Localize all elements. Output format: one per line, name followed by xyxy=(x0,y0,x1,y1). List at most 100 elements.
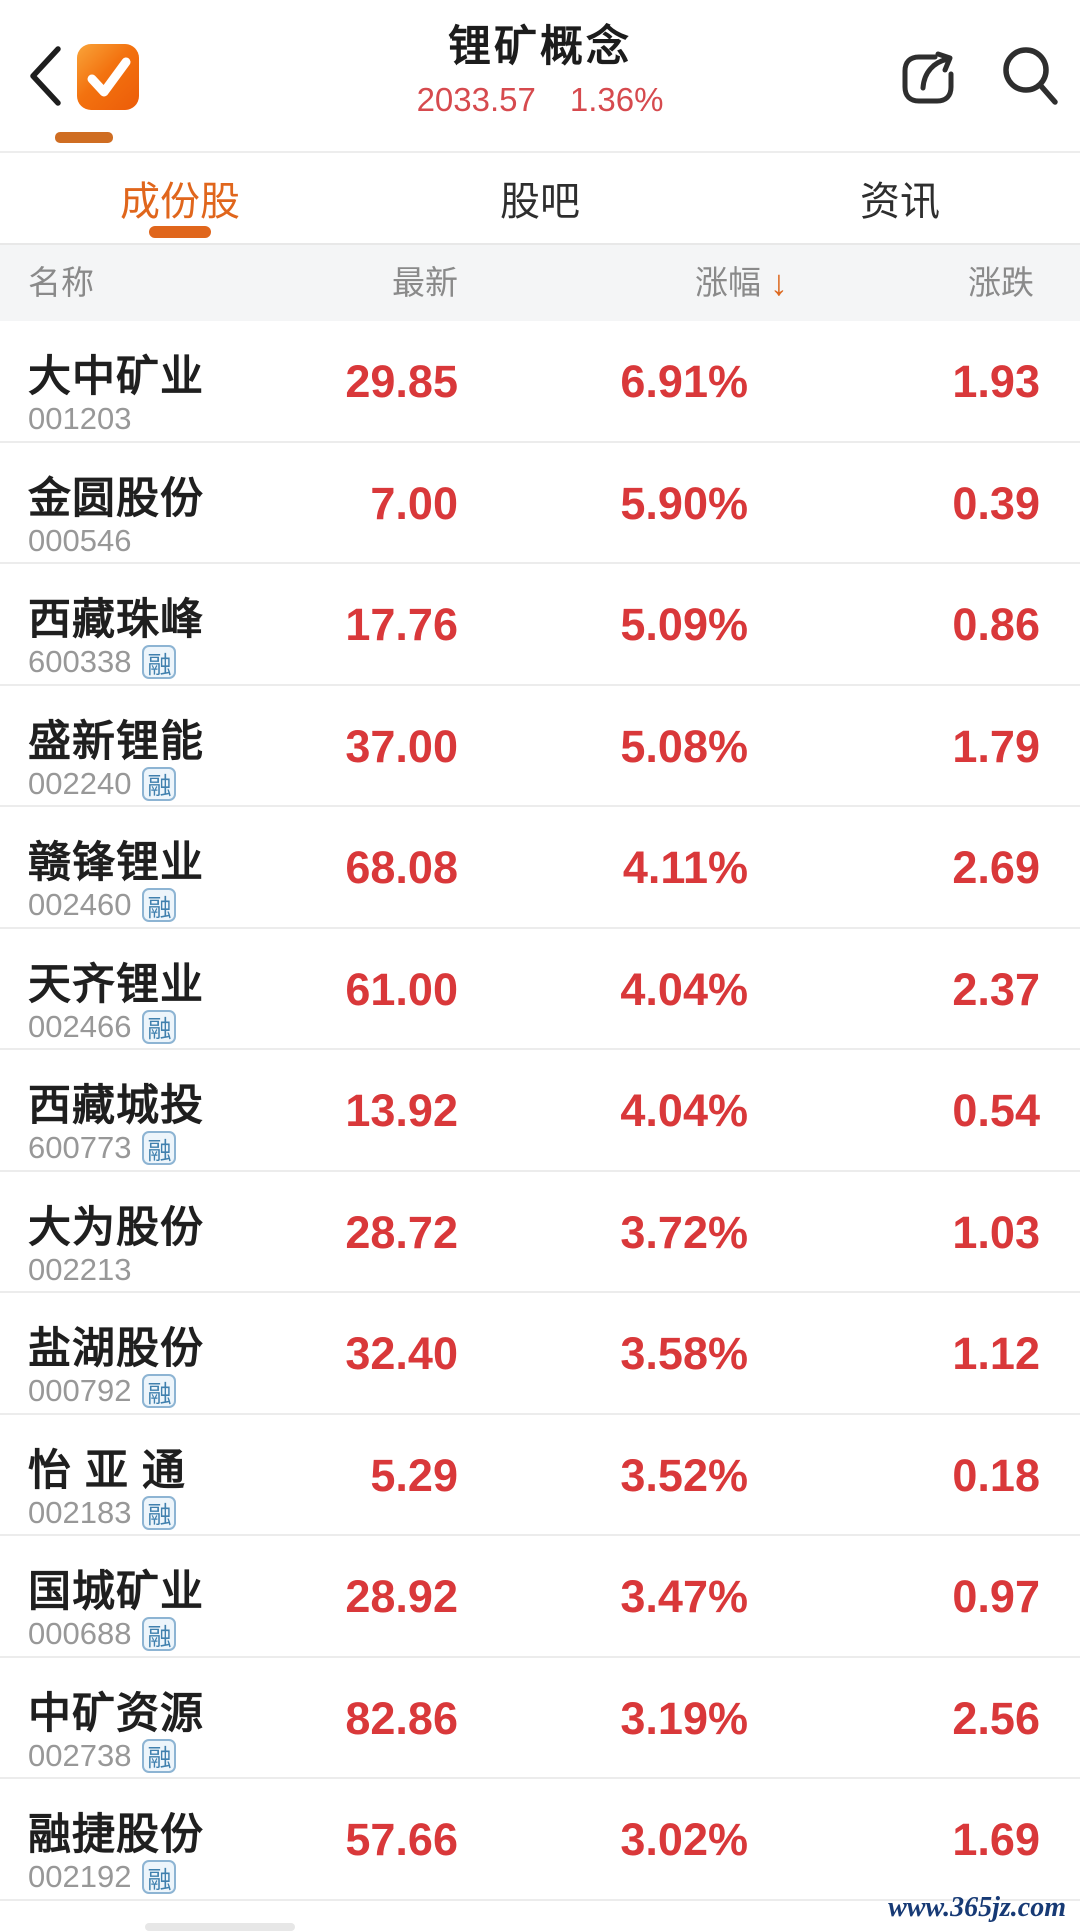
stock-list: 大中矿业 001203 29.85 6.91% 1.93 金圆股份 000546… xyxy=(0,321,1080,1901)
tab-label: 成份股 xyxy=(120,180,240,224)
margin-badge: 融 xyxy=(142,1495,177,1530)
active-tab-indicator xyxy=(149,226,211,238)
table-row[interactable]: 盛新锂能 002240 融 37.00 5.08% 1.79 xyxy=(0,685,1080,807)
margin-badge: 融 xyxy=(142,1009,177,1044)
stock-change-percent: 3.19% xyxy=(620,1692,748,1744)
table-row[interactable]: 盐湖股份 000792 融 32.40 3.58% 1.12 xyxy=(0,1293,1080,1415)
page-title: 锂矿概念 xyxy=(448,23,632,71)
search-button[interactable] xyxy=(998,42,1060,110)
stock-latest-price: 7.00 xyxy=(370,477,458,529)
table-row[interactable]: 天齐锂业 002466 融 61.00 4.04% 2.37 xyxy=(0,928,1080,1050)
table-row[interactable]: 大中矿业 001203 29.85 6.91% 1.93 xyxy=(0,321,1080,443)
table-row[interactable]: 西藏珠峰 600338 融 17.76 5.09% 0.86 xyxy=(0,564,1080,686)
index-summary: 2033.57 1.36% xyxy=(0,81,1080,119)
stock-name: 金圆股份 xyxy=(28,474,204,523)
tab-label: 资讯 xyxy=(860,180,940,224)
column-header-change-percent-sort[interactable]: 涨幅 ↓ xyxy=(695,245,788,321)
stock-change: 0.39 xyxy=(952,477,1040,529)
stock-code: 002466 xyxy=(28,1008,132,1044)
table-row[interactable]: 中矿资源 002738 融 82.86 3.19% 2.56 xyxy=(0,1657,1080,1779)
index-value: 2033.57 xyxy=(416,81,536,118)
stock-code-line: 002192 融 xyxy=(28,1859,177,1895)
stock-change-percent: 6.91% xyxy=(620,356,748,407)
margin-badge: 融 xyxy=(142,1617,177,1651)
margin-badge: 融 xyxy=(142,1860,177,1894)
stock-name: 大为股份 xyxy=(28,1203,204,1252)
tabbar-divider xyxy=(0,243,1080,245)
stock-change: 2.69 xyxy=(952,842,1040,893)
stock-name: 赣锋锂业 xyxy=(28,839,204,887)
stock-change-percent: 3.52% xyxy=(620,1449,748,1501)
app-logo-checkmark-icon xyxy=(77,44,139,110)
stock-code-line: 002460 融 xyxy=(28,887,177,923)
stock-code-line: 001203 xyxy=(28,401,131,437)
stock-latest-price: 68.08 xyxy=(345,842,458,893)
stock-code: 000792 xyxy=(28,1373,132,1408)
search-icon xyxy=(998,42,1060,110)
stock-name: 融捷股份 xyxy=(28,1811,204,1859)
stock-latest-price: 37.00 xyxy=(345,720,458,772)
stock-change-percent: 4.04% xyxy=(620,963,748,1015)
table-row[interactable]: 怡 亚 通 002183 融 5.29 3.52% 0.18 xyxy=(0,1414,1080,1536)
stock-code-line: 600338 融 xyxy=(28,644,177,680)
stock-code-line: 000792 融 xyxy=(28,1373,177,1409)
margin-badge: 融 xyxy=(142,1131,177,1165)
stock-code-line: 600773 融 xyxy=(28,1130,177,1166)
stock-name: 盐湖股份 xyxy=(28,1325,204,1373)
stock-name: 盛新锂能 xyxy=(28,717,204,766)
tab-constituents[interactable]: 成份股 xyxy=(0,153,360,243)
chevron-left-icon xyxy=(22,42,68,110)
table-row[interactable]: 大为股份 002213 28.72 3.72% 1.03 xyxy=(0,1171,1080,1293)
stock-change-percent: 4.11% xyxy=(622,842,748,893)
tab-forum[interactable]: 股吧 xyxy=(360,153,720,243)
tab-label: 股吧 xyxy=(500,180,580,224)
margin-badge: 融 xyxy=(142,766,177,801)
stock-code-line: 000688 融 xyxy=(28,1616,177,1652)
stock-latest-price: 5.29 xyxy=(370,1449,458,1501)
column-header-change-percent-label: 涨幅 xyxy=(695,264,761,301)
watermark-text: www.365jz.com xyxy=(888,1892,1066,1923)
stock-change-percent: 3.58% xyxy=(620,1328,748,1379)
stock-code-line: 002466 融 xyxy=(28,1008,177,1045)
stock-name: 西藏城投 xyxy=(28,1082,204,1130)
stock-latest-price: 29.85 xyxy=(345,356,458,407)
stock-latest-price: 82.86 xyxy=(345,1692,458,1744)
logo-underline-indicator xyxy=(55,132,113,143)
stock-name: 怡 亚 通 xyxy=(28,1446,186,1495)
stock-code-line: 002240 融 xyxy=(28,766,177,802)
back-button[interactable] xyxy=(22,42,68,110)
stock-code: 002213 xyxy=(28,1251,132,1287)
stock-change-percent: 3.02% xyxy=(620,1814,748,1865)
tab-bar: 成份股 股吧 资讯 xyxy=(0,153,1080,243)
table-row[interactable]: 西藏城投 600773 融 13.92 4.04% 0.54 xyxy=(0,1050,1080,1172)
table-row[interactable]: 融捷股份 002192 融 57.66 3.02% 1.69 xyxy=(0,1779,1080,1901)
stock-change: 0.86 xyxy=(952,599,1040,650)
stock-change: 1.69 xyxy=(952,1814,1040,1865)
margin-badge: 融 xyxy=(142,645,177,679)
stock-latest-price: 28.72 xyxy=(345,1206,458,1258)
table-row[interactable]: 赣锋锂业 002460 融 68.08 4.11% 2.69 xyxy=(0,807,1080,929)
share-icon xyxy=(893,42,963,112)
margin-badge: 融 xyxy=(142,888,177,922)
sort-descending-icon: ↓ xyxy=(770,262,788,303)
stock-code-line: 002213 xyxy=(28,1252,131,1288)
table-row[interactable]: 金圆股份 000546 7.00 5.90% 0.39 xyxy=(0,442,1080,564)
column-header-name: 名称 xyxy=(28,264,94,301)
stock-code: 000688 xyxy=(28,1616,132,1651)
stock-code: 002192 xyxy=(28,1859,132,1894)
partial-next-row-hint xyxy=(145,1923,295,1931)
table-row[interactable]: 国城矿业 000688 融 28.92 3.47% 0.97 xyxy=(0,1536,1080,1658)
stock-change: 1.93 xyxy=(952,356,1040,407)
stock-code: 001203 xyxy=(28,401,132,436)
share-button[interactable] xyxy=(893,42,963,112)
stock-change: 2.56 xyxy=(952,1692,1040,1744)
stock-name: 大中矿业 xyxy=(28,353,204,401)
stock-change: 0.97 xyxy=(952,1571,1040,1622)
stock-name: 国城矿业 xyxy=(28,1568,204,1616)
stock-code: 002460 xyxy=(28,887,132,922)
stock-code: 600773 xyxy=(28,1130,132,1165)
stock-change: 0.54 xyxy=(952,1085,1040,1136)
stock-change: 2.37 xyxy=(952,963,1040,1015)
stock-code: 600338 xyxy=(28,644,132,679)
tab-news[interactable]: 资讯 xyxy=(720,153,1080,243)
